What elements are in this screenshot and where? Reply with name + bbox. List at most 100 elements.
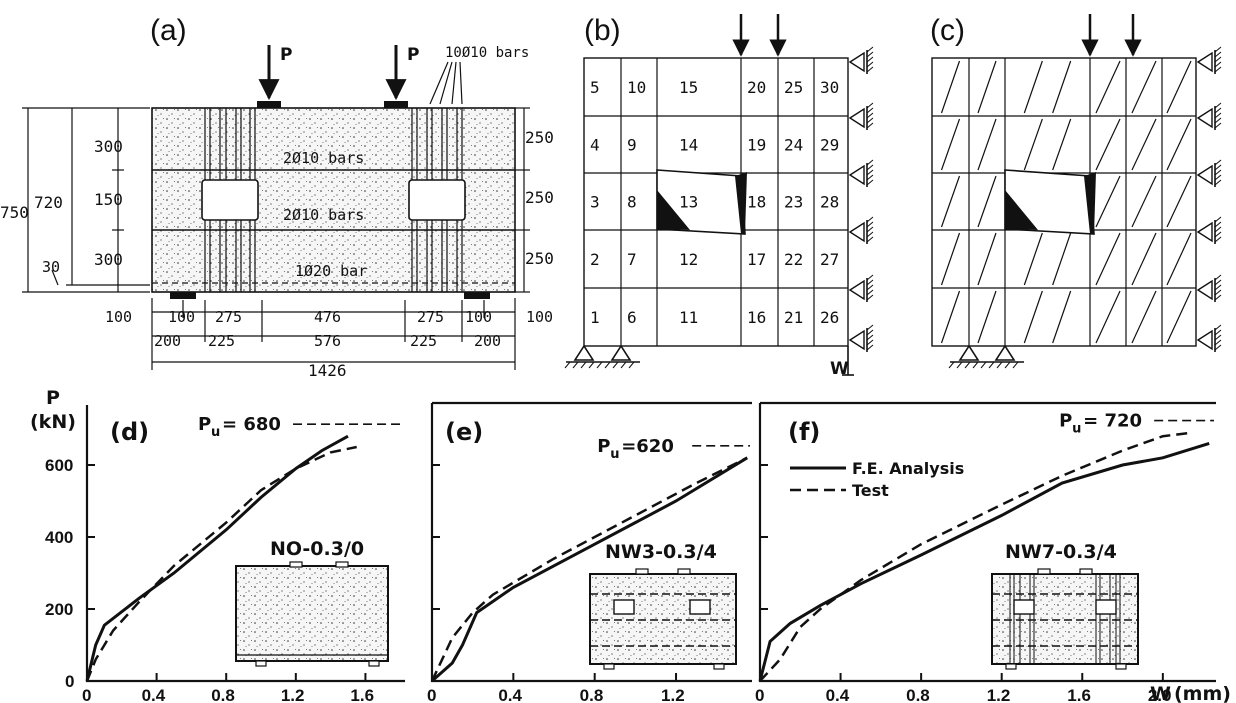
symmetry-support-icon (848, 164, 865, 186)
mesh-element-number: 24 (784, 136, 803, 155)
series-fe-analysis (85, 434, 349, 682)
crack-line (1052, 290, 1072, 344)
dim-bottom-225-a: 225 (208, 332, 235, 350)
x-tick-label: 0.8 (580, 686, 604, 703)
crack-line (1166, 175, 1192, 228)
mesh-element-number: 8 (627, 193, 637, 212)
chart-f: 0 0.4 0.8 1.2 1.6 2.0 P u = 720 NW7-0.3/4 (755, 411, 1214, 703)
dim-bottom-275-a: 275 (215, 308, 242, 326)
crack-line (1095, 232, 1121, 286)
mesh-b-symmetry-supports (848, 46, 874, 352)
y-axis-label: P (46, 387, 60, 409)
mesh-element-number: 19 (747, 136, 766, 155)
pu-value: = 680 (222, 414, 281, 435)
dim-250-1: 250 (525, 128, 554, 147)
pu-subscript: u (1072, 422, 1081, 437)
mesh-element-number: 20 (747, 78, 766, 97)
pu-label: P (597, 436, 610, 457)
opening-right (408, 179, 466, 221)
crack-line (977, 232, 997, 286)
mesh-element-number: 12 (679, 250, 698, 269)
dim-150: 150 (94, 190, 123, 209)
mesh-element-number: 18 (747, 193, 766, 212)
y-tick-label: 400 (45, 528, 73, 547)
mesh-element-number: 22 (784, 250, 803, 269)
dim-bottom-476: 476 (314, 308, 341, 326)
dim-250-3: 250 (525, 249, 554, 268)
x-tick-label: 1.6 (1067, 686, 1091, 703)
crack-line (1166, 290, 1192, 344)
mesh-element-number: 1 (590, 308, 600, 327)
panel-label-f: (f) (788, 418, 820, 446)
panel-c: (c) (930, 14, 1222, 369)
symmetry-support-icon (848, 329, 865, 351)
pu-label: P (198, 414, 211, 435)
crack-line (1095, 290, 1121, 344)
crack-line (1052, 232, 1072, 286)
mesh-c-symmetry-supports (1196, 46, 1222, 352)
mesh-element-number: 4 (590, 136, 600, 155)
graph-f-frame (758, 401, 1216, 683)
panel-label-a: (a) (150, 14, 187, 47)
mesh-element-number: 26 (820, 308, 839, 327)
symmetry-support-icon (1196, 164, 1213, 186)
mesh-element-number: 30 (820, 78, 839, 97)
crack-line (1095, 175, 1121, 228)
mesh-element-number: 2 (590, 250, 600, 269)
mesh-element-number: 13 (679, 193, 698, 212)
crack-line (1052, 60, 1072, 114)
crack-line (1095, 118, 1121, 171)
crack-line (977, 290, 997, 344)
series-fe-analysis (431, 456, 748, 683)
crack-line (1166, 118, 1192, 171)
legend-fe-label: F.E. Analysis (852, 459, 964, 478)
mesh-b-grid (583, 57, 849, 347)
series-fe-analysis (758, 441, 1210, 682)
pu-subscript: u (610, 447, 619, 462)
crack-line (1131, 290, 1157, 344)
crack-line (1166, 232, 1192, 286)
x-tick-label: 0.4 (826, 686, 850, 703)
mesh-element-number: 17 (747, 250, 766, 269)
crack-line (1095, 60, 1121, 114)
mesh-element-number: 21 (784, 308, 803, 327)
opening-left (201, 179, 259, 221)
symmetry-support-icon (848, 221, 865, 243)
crack-line (1131, 175, 1157, 228)
mesh-b-w-label: W (830, 359, 849, 379)
dim-bottom-200-b: 200 (474, 332, 501, 350)
dim-bottom-275-b: 275 (417, 308, 444, 326)
crack-line (1023, 118, 1043, 171)
mesh-c-opening-crush-right (1084, 172, 1096, 234)
inset-f (991, 568, 1139, 670)
mesh-element-number: 9 (627, 136, 637, 155)
crack-line (940, 60, 961, 114)
load-plate-left (257, 101, 281, 108)
x-tick-label: 1.6 (350, 686, 374, 703)
panel-a: (a) (0, 14, 554, 380)
series-test (430, 456, 748, 682)
x-tick-label: 0 (82, 686, 91, 703)
mesh-c-grid (931, 57, 1197, 347)
dim-720: 720 (34, 193, 63, 212)
specimen-label: NW3-0.3/4 (605, 541, 717, 563)
dim-250-2: 250 (525, 188, 554, 207)
chart-e: 0 0.4 0.8 1.2 P u =620 NW3-0.3/4 (427, 436, 750, 703)
x-axis-label: W (1150, 683, 1171, 703)
y-tick-label: 200 (45, 600, 73, 619)
dim-bottom-100-a: 100 (105, 308, 132, 326)
panel-label-c: (c) (930, 14, 965, 47)
dim-300-bottom: 300 (94, 250, 123, 269)
mesh-element-number: 28 (820, 193, 839, 212)
crack-line (1023, 60, 1043, 114)
x-tick-label: 0.8 (906, 686, 930, 703)
bottom-dimension-lines (151, 298, 516, 370)
pu-value: = 720 (1083, 411, 1142, 432)
panel-label-e: (e) (445, 418, 483, 446)
mesh-element-number: 10 (627, 78, 646, 97)
dim-total-1426: 1426 (308, 361, 347, 380)
crack-line (1131, 118, 1157, 171)
dim-30: 30 (42, 258, 60, 276)
crack-line (1131, 60, 1157, 114)
x-axis-unit: (mm) (1174, 683, 1231, 703)
